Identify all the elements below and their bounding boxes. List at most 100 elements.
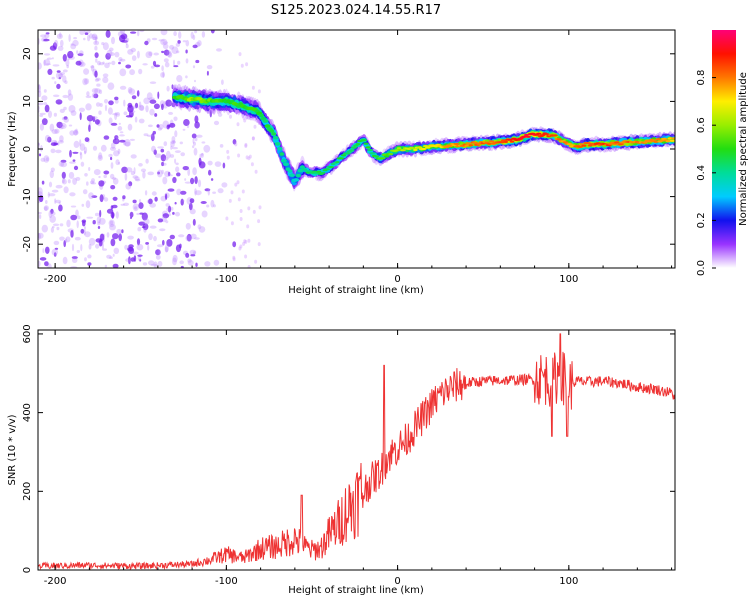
noise-blob: [150, 65, 155, 69]
noise-blob: [40, 34, 47, 38]
noise-blob: [177, 60, 181, 65]
noise-blob: [136, 212, 140, 216]
noise-blob: [81, 219, 87, 223]
noise-blob: [81, 203, 85, 207]
ridge-cell: [488, 140, 495, 143]
noise-blob: [165, 193, 168, 200]
noise-blob: [102, 248, 107, 251]
noise-blob: [102, 42, 109, 51]
noise-blob: [97, 226, 101, 229]
noise-blob: [179, 243, 182, 249]
noise-blob: [244, 142, 248, 147]
noise-blob: [165, 220, 169, 224]
noise-blob: [70, 43, 77, 50]
ridge-cell: [367, 148, 374, 152]
noise-blob: [176, 188, 182, 196]
noise-blob: [43, 155, 50, 163]
ridge-cell: [413, 148, 418, 152]
ridge-cell: [299, 165, 305, 169]
noise-blob: [53, 252, 57, 257]
noise-blob: [173, 31, 177, 37]
noise-blob: [258, 205, 262, 210]
noise-blob: [60, 72, 65, 76]
noise-blob: [50, 211, 56, 216]
ridge-cell: [280, 158, 287, 163]
noise-blob: [155, 249, 161, 256]
noise-blob: [138, 68, 143, 75]
noise-blob: [127, 104, 134, 113]
noise-blob: [59, 108, 65, 113]
noise-blob: [133, 167, 136, 175]
noise-blob: [97, 221, 101, 226]
ridge-cell: [361, 139, 367, 142]
noise-blob: [60, 161, 68, 168]
noise-blob: [165, 203, 170, 207]
noise-blob: [101, 242, 104, 250]
noise-blob: [208, 169, 212, 176]
noise-blob: [146, 92, 153, 100]
noise-blob: [43, 206, 48, 211]
noise-blob: [56, 83, 61, 90]
spectrogram-ridge-layer: [171, 83, 675, 192]
noise-blob: [115, 112, 121, 117]
noise-blob: [114, 96, 119, 101]
noise-blob: [190, 233, 197, 240]
noise-blob: [196, 134, 203, 138]
noise-blob: [55, 72, 63, 80]
noise-blob: [192, 218, 196, 226]
noise-blob: [107, 82, 115, 90]
spectrogram-x-axis-label: Height of straight line (km): [288, 285, 424, 296]
noise-blob: [234, 142, 238, 147]
noise-blob: [172, 254, 178, 263]
noise-blob: [149, 81, 157, 84]
noise-blob: [232, 241, 237, 248]
ridge-cell: [363, 142, 369, 145]
noise-blob: [48, 181, 53, 188]
snr-series-line: [38, 333, 675, 570]
noise-blob: [68, 105, 76, 113]
noise-blob: [76, 50, 79, 54]
noise-blob: [158, 124, 164, 130]
noise-blob: [58, 73, 64, 78]
noise-blob: [70, 205, 77, 208]
noise-blob: [169, 154, 175, 158]
ridge-cell: [576, 145, 583, 148]
ridge-cell: [264, 124, 271, 128]
noise-blob: [91, 88, 99, 94]
noise-blob: [167, 171, 171, 177]
noise-blob: [130, 47, 136, 53]
noise-blob: [104, 62, 110, 69]
noise-blob: [38, 187, 43, 196]
noise-blob: [168, 111, 174, 115]
ridge-cell: [328, 166, 335, 169]
noise-blob: [92, 145, 98, 151]
noise-blob: [160, 154, 167, 162]
noise-blob: [94, 45, 98, 51]
noise-blob: [185, 252, 190, 258]
noise-blob: [84, 257, 87, 262]
noise-blob: [87, 262, 92, 266]
noise-blob: [164, 246, 169, 253]
noise-blob: [152, 60, 157, 66]
noise-blob: [88, 243, 92, 250]
noise-blob: [247, 206, 251, 211]
noise-blob: [94, 88, 101, 94]
noise-blob: [75, 209, 79, 217]
noise-blob: [103, 170, 110, 175]
noise-blob: [139, 259, 142, 262]
noise-blob: [82, 78, 88, 86]
noise-blob: [87, 34, 91, 42]
noise-blob: [162, 239, 165, 246]
noise-blob: [50, 227, 55, 233]
ridge-cell: [301, 168, 307, 171]
noise-blob: [116, 228, 122, 235]
noise-blob: [145, 51, 153, 59]
ridge-cell: [476, 142, 482, 145]
noise-blob: [138, 202, 144, 210]
noise-blob: [53, 94, 60, 98]
y-tick-label: 0: [22, 567, 33, 573]
noise-blob: [143, 97, 150, 105]
noise-blob: [141, 212, 148, 221]
noise-blob: [109, 220, 114, 225]
y-tick-label: 10: [22, 95, 33, 108]
